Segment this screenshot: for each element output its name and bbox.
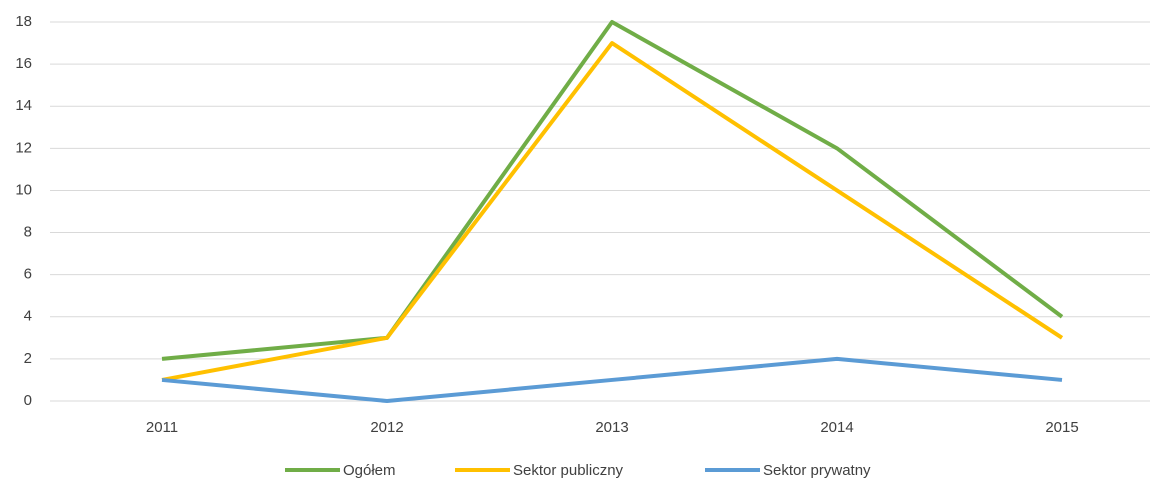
series-line	[161, 20, 1064, 361]
x-tick-label: 2015	[1045, 419, 1078, 436]
legend-label: Sektor prywatny	[763, 462, 871, 479]
y-tick-label: 16	[15, 55, 32, 72]
legend-label: Ogółem	[343, 462, 396, 479]
x-tick-label: 2012	[370, 419, 403, 436]
y-tick-label: 4	[24, 308, 32, 325]
y-tick-label: 8	[24, 224, 32, 241]
y-tick-label: 12	[15, 139, 32, 156]
series-line	[161, 41, 1064, 382]
y-tick-label: 2	[24, 350, 32, 367]
y-tick-label: 10	[15, 181, 32, 198]
y-tick-label: 6	[24, 266, 32, 283]
x-tick-label: 2011	[146, 419, 178, 436]
legend-label: Sektor publiczny	[513, 462, 624, 479]
y-tick-label: 14	[15, 97, 32, 114]
x-tick-label: 2014	[820, 419, 853, 436]
y-tick-label: 0	[24, 392, 32, 409]
y-tick-label: 18	[15, 13, 32, 30]
x-tick-label: 2013	[595, 419, 628, 436]
series-line	[161, 356, 1063, 403]
